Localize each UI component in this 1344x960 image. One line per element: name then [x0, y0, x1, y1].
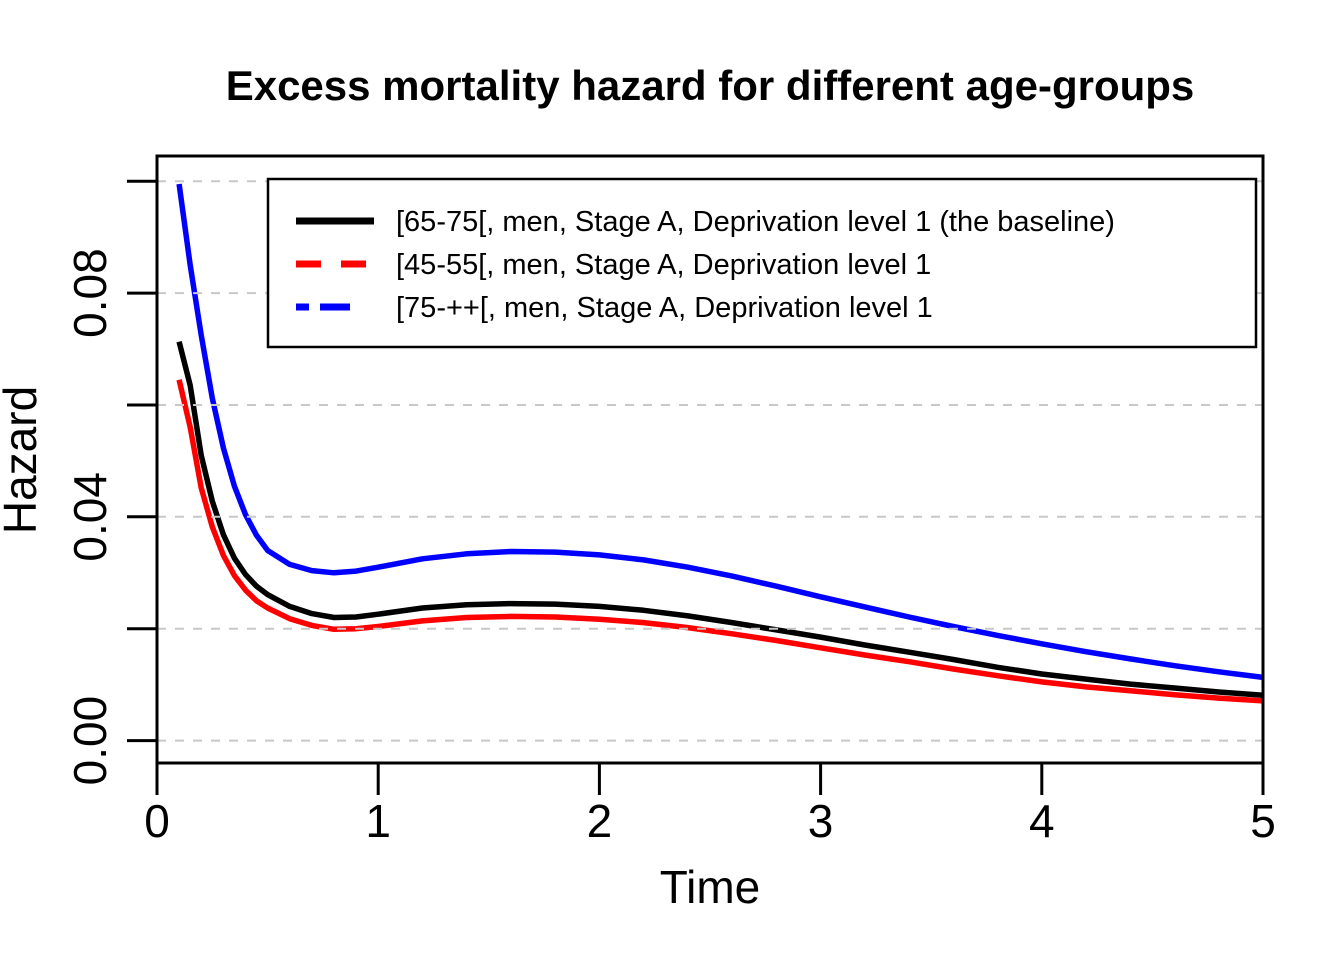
series-curve-1 — [176, 379, 1264, 704]
legend: [65-75[, men, Stage A, Deprivation level… — [266, 177, 1258, 349]
axes — [127, 154, 1265, 795]
plot-border — [155, 154, 1265, 765]
series-curve-0 — [176, 341, 1264, 699]
legend-label-1: [45-55[, men, Stage A, Deprivation level… — [396, 249, 931, 281]
y-axis-label: Hazard — [0, 386, 46, 534]
x-tick-label: 3 — [808, 795, 834, 847]
legend-box — [266, 177, 1258, 349]
tick-labels: 0 1 2 3 4 5 0.00 0.04 0.08 — [64, 248, 1276, 847]
chart-title: Excess mortality hazard for different ag… — [226, 62, 1195, 109]
legend-label-0: [65-75[, men, Stage A, Deprivation level… — [396, 206, 1115, 238]
x-tick-label: 5 — [1250, 795, 1276, 847]
y-tick-label: 0.04 — [64, 472, 116, 562]
series-curve-2 — [176, 183, 1264, 681]
x-tick-label: 1 — [365, 795, 391, 847]
y-tick-label: 0.08 — [64, 248, 116, 338]
legend-label-2: [75-++[, men, Stage A, Deprivation level… — [396, 292, 933, 324]
y-tick-label: 0.00 — [64, 696, 116, 786]
curves — [176, 183, 1264, 704]
x-tick-label: 4 — [1029, 795, 1055, 847]
x-axis-label: Time — [660, 861, 761, 913]
x-tick-label: 2 — [587, 795, 613, 847]
x-tick-label: 0 — [144, 795, 170, 847]
